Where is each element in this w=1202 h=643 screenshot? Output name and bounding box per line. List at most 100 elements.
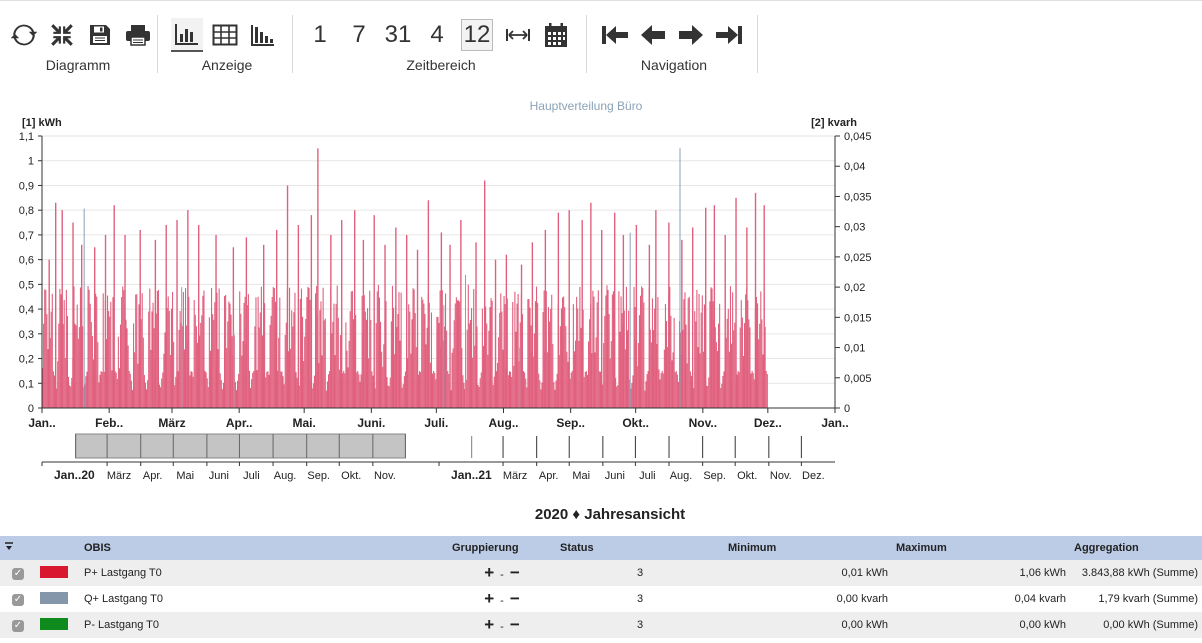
bar-p-plus: [135, 294, 137, 408]
bar-p-plus: [580, 327, 582, 408]
print-icon[interactable]: [122, 19, 154, 51]
range-day-button[interactable]: 1: [313, 21, 327, 48]
bar-p-plus: [192, 376, 194, 408]
bar-p-plus: [168, 310, 170, 408]
row-checkbox[interactable]: ✓: [12, 619, 24, 632]
range-week-button[interactable]: 7: [352, 21, 366, 48]
series-color-swatch[interactable]: [40, 617, 68, 630]
series-color-swatch[interactable]: [40, 591, 68, 604]
bar-p-plus: [341, 220, 343, 408]
refresh-icon[interactable]: [8, 19, 40, 51]
bar-p-plus: [79, 287, 82, 408]
bar-p-plus: [151, 311, 153, 408]
bar-p-plus: [386, 377, 388, 408]
collapse-icon[interactable]: [46, 19, 78, 51]
bar-q-plus: [181, 287, 183, 408]
minus-icon[interactable]: −: [509, 563, 520, 582]
bar-p-plus: [504, 304, 506, 408]
last-page-icon[interactable]: [713, 19, 745, 51]
series-color-swatch[interactable]: [40, 565, 68, 578]
bar-p-plus: [690, 375, 693, 408]
bar-p-plus: [299, 298, 301, 408]
sorted-bar-icon[interactable]: [247, 19, 279, 51]
plus-icon[interactable]: +: [484, 563, 495, 582]
aggregation-header[interactable]: Aggregation: [1070, 536, 1202, 560]
navigator-tick-label: Okt.: [737, 470, 757, 482]
first-page-icon[interactable]: [599, 19, 631, 51]
bar-p-plus: [347, 367, 349, 408]
bar-p-plus: [445, 293, 447, 408]
bar-p-plus: [467, 284, 469, 408]
bar-p-plus: [147, 380, 149, 408]
bar-p-plus: [280, 371, 282, 408]
bar-p-plus: [592, 290, 594, 408]
bar-p-plus: [64, 357, 66, 408]
bar-p-plus: [94, 247, 96, 408]
bar-p-plus: [514, 291, 516, 408]
bar-chart-icon[interactable]: [171, 18, 203, 52]
maximum-header[interactable]: Maximum: [892, 536, 1070, 560]
navigator[interactable]: Jan..20 März Apr. Mai Juni Juli Aug. Sep. Okt. No…: [41, 433, 835, 482]
status-header[interactable]: Status: [556, 536, 724, 560]
bar-p-plus: [416, 249, 419, 408]
bar-p-plus: [138, 304, 140, 408]
bar-p-plus: [188, 296, 190, 408]
bar-p-plus: [65, 289, 67, 408]
range-month-button[interactable]: 31: [384, 21, 412, 48]
bar-p-plus: [597, 290, 599, 408]
table-header-row: OBIS Gruppierung Status Minimum Maximum …: [0, 536, 1202, 560]
bar-p-plus: [578, 340, 580, 408]
bar-p-plus: [680, 332, 682, 408]
bar-p-plus: [589, 319, 591, 408]
bar-p-plus: [727, 308, 729, 408]
bar-p-plus: [716, 351, 719, 408]
bar-p-plus: [674, 372, 676, 408]
minus-icon[interactable]: −: [509, 615, 520, 634]
gruppierung-header[interactable]: Gruppierung: [448, 536, 556, 560]
toolbar-separator: [292, 15, 293, 73]
bar-p-plus: [581, 220, 583, 408]
bar-p-plus: [413, 289, 415, 408]
plus-icon[interactable]: +: [484, 615, 495, 634]
bar-p-plus: [466, 329, 468, 408]
bar-p-plus: [393, 307, 395, 408]
next-icon[interactable]: [675, 19, 707, 51]
table-row: ✓ P+ Lastgang T0 + - − 3 0,01 kWh 1,06 kWh…: [0, 560, 1202, 586]
table-row: ✓ Q+ Lastgang T0 + - − 3 0,00 kvarh 0,04 k…: [0, 586, 1202, 612]
toolbar: Diagramm Anzeige 1 7 31 4 12: [0, 0, 1202, 79]
bar-p-plus: [358, 374, 360, 408]
bar-p-plus: [47, 349, 49, 408]
bar-p-plus: [125, 319, 127, 408]
bar-p-plus: [651, 298, 654, 408]
bar-p-plus: [261, 335, 264, 408]
navigator-tick-label: Juli: [639, 470, 656, 482]
bar-p-plus: [572, 304, 574, 408]
bar-p-plus: [267, 371, 269, 408]
minus-icon[interactable]: −: [509, 589, 520, 608]
row-checkbox[interactable]: ✓: [12, 567, 24, 580]
range-year-button[interactable]: 12: [461, 19, 493, 51]
obis-header[interactable]: OBIS: [80, 536, 448, 560]
width-arrows-icon[interactable]: [502, 19, 534, 51]
bar-p-plus: [345, 322, 347, 408]
bar-p-plus: [423, 303, 425, 408]
table-icon[interactable]: [209, 19, 241, 51]
row-checkbox[interactable]: ✓: [12, 593, 24, 606]
bar-p-plus: [361, 295, 363, 408]
sort-icon[interactable]: [4, 541, 14, 552]
previous-icon[interactable]: [637, 19, 669, 51]
range-quarter-button[interactable]: 4: [430, 21, 444, 48]
calendar-icon[interactable]: [540, 19, 572, 51]
save-icon[interactable]: [84, 19, 116, 51]
minimum-header[interactable]: Minimum: [724, 536, 892, 560]
bar-p-plus: [318, 363, 320, 408]
obis-name: Q+ Lastgang T0: [80, 586, 448, 612]
sort-header[interactable]: [0, 536, 36, 560]
bar-p-plus: [563, 296, 565, 408]
bar-p-plus: [230, 314, 232, 408]
bar-p-plus: [389, 377, 391, 408]
plus-icon[interactable]: +: [484, 589, 495, 608]
navigator-selection[interactable]: [75, 433, 406, 459]
bar-p-plus: [257, 296, 259, 408]
bar-p-plus: [342, 373, 344, 408]
